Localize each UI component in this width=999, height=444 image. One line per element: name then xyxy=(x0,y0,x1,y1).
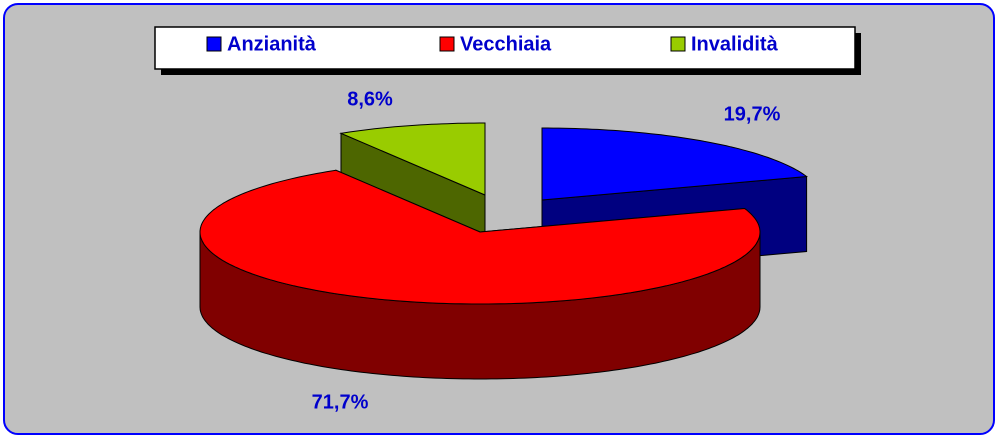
legend-label: Invalidità xyxy=(691,33,779,55)
data-label: 71,7% xyxy=(312,391,369,413)
slice xyxy=(339,122,486,196)
slice xyxy=(199,169,761,305)
legend-swatch xyxy=(670,36,686,52)
legend-label: Vecchiaia xyxy=(460,33,552,55)
slice xyxy=(541,127,808,201)
data-label: 19,7% xyxy=(724,103,781,125)
data-label: 8,6% xyxy=(347,88,393,110)
legend-swatch xyxy=(439,36,455,52)
legend xyxy=(154,26,856,70)
legend-label: Anzianità xyxy=(227,33,317,55)
legend-swatch xyxy=(206,36,222,52)
